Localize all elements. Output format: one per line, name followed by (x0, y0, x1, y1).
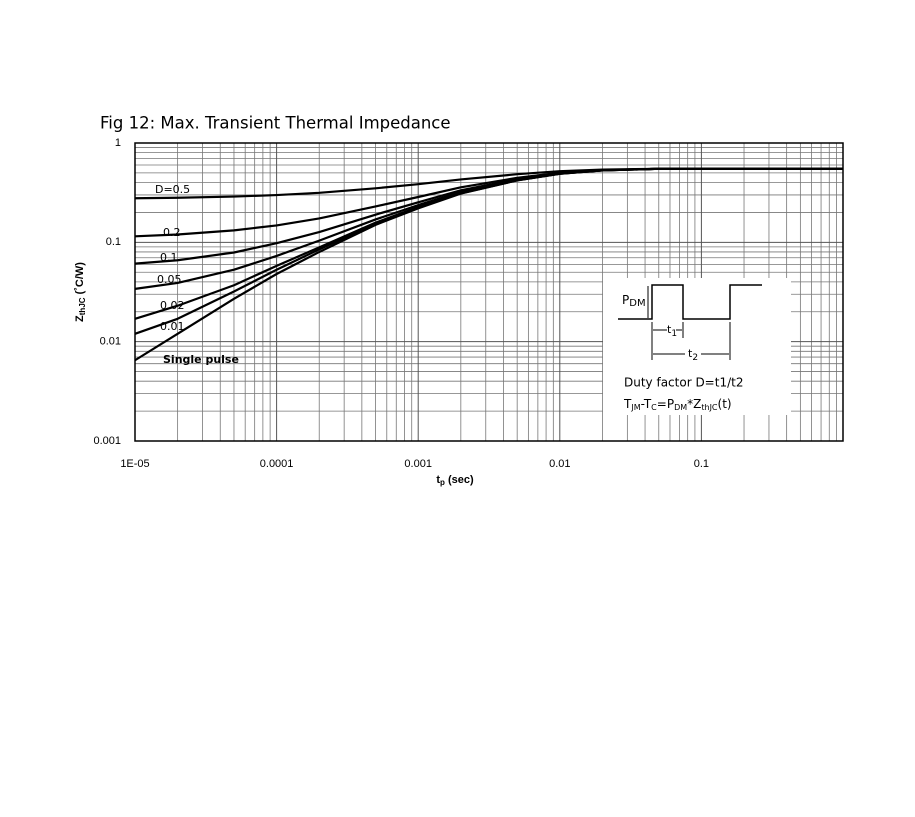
x-tick-label: 0.1 (694, 458, 709, 470)
label-part: t (436, 474, 440, 486)
label-sub: DM (629, 298, 645, 309)
y-tick-label: 0.001 (93, 435, 121, 447)
y-tick-label: 0.01 (100, 336, 121, 348)
label-part: -T (641, 397, 652, 411)
series-label: 0.05 (157, 273, 182, 286)
y-tick-label: 0.1 (106, 236, 121, 248)
duty-factor: Duty factor D=t1/t2 (624, 376, 743, 390)
label-part: (sec) (445, 474, 474, 486)
label-part: =P (657, 397, 674, 411)
label-sub: JM (630, 403, 640, 412)
series-line (134, 167, 843, 238)
inset-background (603, 278, 791, 415)
series-label: 0.1 (160, 251, 178, 264)
x-tick-label: 0.001 (404, 458, 432, 470)
series-label: D=0.5 (155, 183, 190, 196)
series-line (134, 167, 843, 362)
pdm-label: PDM (622, 293, 646, 310)
label-sub: DM (674, 403, 687, 412)
label-part: Z (74, 315, 86, 322)
label-part: *Z (687, 397, 701, 411)
y-tick-label: 1 (115, 137, 121, 149)
label-sub: 1 (671, 329, 677, 339)
label-part: T (623, 397, 632, 411)
formula: TJM-TC=PDM*ZthJC(t) (623, 397, 732, 412)
series-label: 0.02 (160, 299, 185, 312)
label-part: (t) (718, 397, 732, 411)
label-sub: thJC (78, 297, 87, 315)
x-tick-label: 1E-05 (120, 458, 149, 470)
label-part: P (622, 293, 629, 307)
label-part: t (688, 347, 693, 360)
label-sub: thJC (701, 403, 718, 412)
t2-label: t2 (688, 347, 698, 363)
y-axis-label: ZthJC (˚C/W) (74, 262, 87, 322)
pulse-waveform (618, 284, 762, 320)
plot-frame (134, 142, 844, 442)
label-sub: C (651, 403, 657, 412)
label-sub: 2 (692, 353, 698, 363)
chart-title: Fig 12: Max. Transient Thermal Impedance (100, 114, 451, 133)
label-part: t (667, 323, 672, 336)
inset: PDM t1 t2 Duty factor D=t1/t2 TJM-TC=PDM… (603, 278, 791, 415)
series-label: Single pulse (163, 353, 239, 366)
curves: D=0.5 0.2 0.1 0.05 0.02 0.01 Single pulse (134, 167, 843, 366)
x-axis-label: tp (sec) (436, 474, 474, 487)
x-tick-label: 0.0001 (260, 458, 294, 470)
x-tick-label: 0.01 (549, 458, 570, 470)
series-label: 0.2 (163, 226, 181, 239)
t1-label: t1 (667, 323, 677, 339)
series-label: 0.01 (160, 320, 185, 333)
label-sub: p (440, 478, 445, 487)
label-part: (˚C/W) (74, 262, 86, 298)
